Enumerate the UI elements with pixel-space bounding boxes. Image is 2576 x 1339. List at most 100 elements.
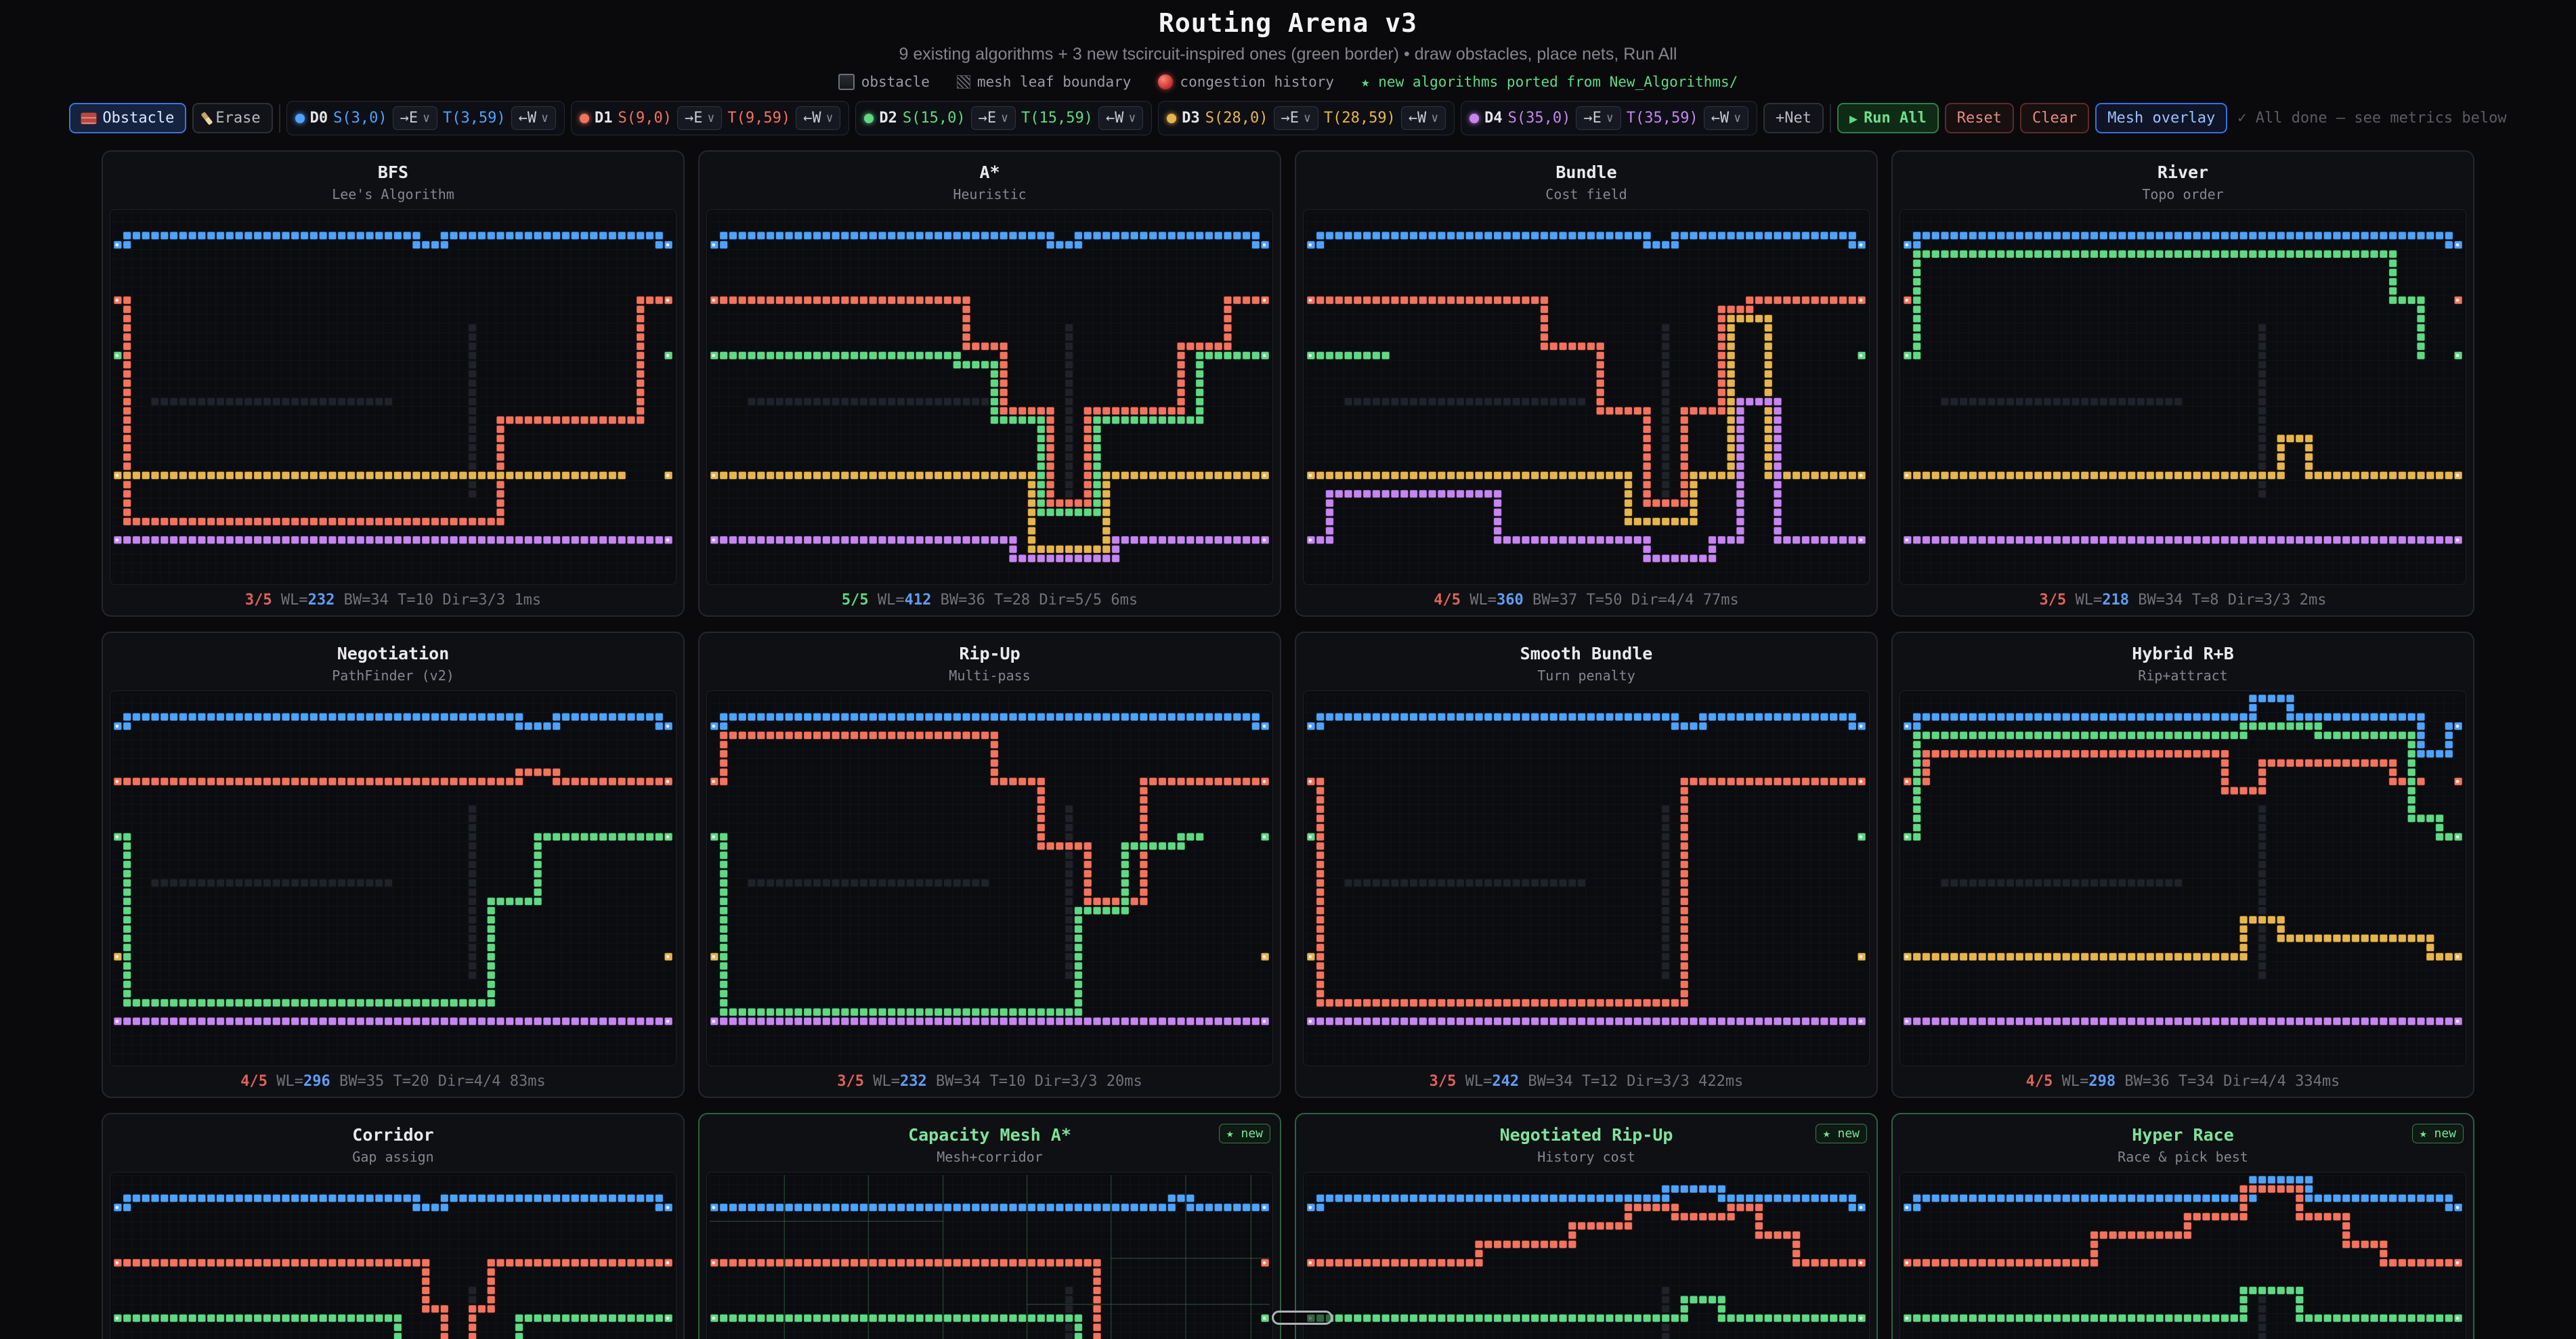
routing-grid-svg xyxy=(710,213,1270,581)
routing-grid-canvas[interactable] xyxy=(1303,1172,1870,1339)
panel-subtitle: Topo order xyxy=(2142,186,2224,202)
legend-new-note: ★ new algorithms ported from New_Algorit… xyxy=(1361,74,1738,90)
panel-stats: 3/5 WL=218 BW=34 T=8 Dir=3/3 2ms xyxy=(1899,585,2466,610)
algorithm-panel: Hybrid R+B Rip+attract 4/5 WL=298 BW=36 … xyxy=(1891,632,2474,1098)
routing-grid-canvas[interactable] xyxy=(1899,1172,2466,1339)
algorithm-panel: A* Heuristic 5/5 WL=412 BW=36 T=28 Dir=5… xyxy=(698,150,1281,617)
routing-grid-canvas[interactable] xyxy=(1303,690,1870,1066)
panel-subtitle: PathFinder (v2) xyxy=(332,667,454,684)
net-start-label: S(9,0) xyxy=(618,110,672,127)
panel-subtitle: History cost xyxy=(1537,1149,1635,1165)
panel-stats: 4/5 WL=296 BW=35 T=20 Dir=4/4 83ms xyxy=(110,1066,677,1091)
routed-count: 4/5 xyxy=(1434,592,1461,609)
wl-metric: WL=298 xyxy=(2061,1073,2116,1090)
run-status-text: ✓ All done — see metrics below xyxy=(2237,110,2507,127)
legend-bar: obstacle mesh leaf boundary congestion h… xyxy=(0,74,2576,90)
clear-button[interactable]: Clear xyxy=(2020,103,2090,133)
net-id-label: D0 xyxy=(309,110,328,127)
panel-header: A* Heuristic xyxy=(706,156,1273,209)
routing-grid-canvas[interactable] xyxy=(706,690,1273,1066)
net-target-dir-select[interactable]: ←W ∨ xyxy=(1703,106,1749,130)
chevron-down-icon: ∨ xyxy=(1001,111,1008,125)
algorithm-panel: Corridor Gap assign xyxy=(102,1113,685,1339)
net-start-dir-select[interactable]: →E ∨ xyxy=(970,106,1016,130)
other-metrics: BW=34 T=12 Dir=3/3 422ms xyxy=(1528,1073,1744,1090)
obstacle-tool-button[interactable]: Obstacle xyxy=(69,103,187,133)
erase-tool-button[interactable]: Erase xyxy=(192,103,273,133)
wl-metric: WL=360 xyxy=(1469,592,1524,609)
net-start-dir-select[interactable]: →E ∨ xyxy=(1273,106,1318,130)
routing-grid-svg xyxy=(113,694,673,1063)
panel-stats: 3/5 WL=232 BW=34 T=10 Dir=3/3 1ms xyxy=(110,585,677,610)
net-start-dir-value: →E xyxy=(400,110,418,127)
scrollbar-thumb[interactable] xyxy=(1272,1311,1333,1325)
mesh-overlay-label: Mesh overlay xyxy=(2107,110,2216,127)
routed-count: 4/5 xyxy=(240,1073,268,1090)
algorithm-panel: Hyper Race Race & pick best ★ new xyxy=(1891,1113,2474,1339)
panel-title: Rip-Up xyxy=(959,644,1021,663)
net-start-dir-select[interactable]: →E ∨ xyxy=(392,106,437,130)
net-start-dir-value: →E xyxy=(978,110,997,127)
wl-metric: WL=232 xyxy=(873,1073,927,1090)
net-target-dir-value: ←W xyxy=(1105,110,1124,127)
legend-mesh-label: mesh leaf boundary xyxy=(976,74,1132,90)
algorithm-panel: River Topo order 3/5 WL=218 BW=34 T=8 Di… xyxy=(1891,150,2474,617)
routing-grid-canvas[interactable] xyxy=(706,209,1273,585)
toolbar-separator xyxy=(1830,104,1832,133)
net-target-dir-select[interactable]: ←W ∨ xyxy=(511,106,557,130)
obstacle-swatch-icon xyxy=(838,74,855,90)
obstacle-tool-label: Obstacle xyxy=(102,110,175,127)
wl-metric: WL=296 xyxy=(276,1073,330,1090)
net-target-dir-value: ←W xyxy=(518,110,537,127)
add-net-button[interactable]: +Net xyxy=(1763,103,1824,133)
net-start-dir-value: →E xyxy=(1281,110,1300,127)
routing-grid-canvas[interactable] xyxy=(110,209,677,585)
net-id-label: D3 xyxy=(1182,110,1200,127)
net-target-dir-select[interactable]: ←W ∨ xyxy=(1400,106,1446,130)
routed-count: 3/5 xyxy=(244,592,272,609)
panel-header: Corridor Gap assign xyxy=(110,1118,677,1172)
congestion-dot-icon xyxy=(1158,74,1174,89)
net-start-dir-select[interactable]: →E ∨ xyxy=(1576,106,1621,130)
new-badge: ★ new xyxy=(1218,1124,1270,1143)
net-target-dir-select[interactable]: ←W ∨ xyxy=(796,106,841,130)
panel-stats: 5/5 WL=412 BW=36 T=28 Dir=5/5 6ms xyxy=(706,585,1273,610)
panel-header: Negotiated Rip-Up History cost ★ new xyxy=(1303,1118,1870,1172)
algorithm-panel: Capacity Mesh A* Mesh+corridor ★ new xyxy=(698,1113,1281,1339)
routing-grid-svg xyxy=(113,1175,673,1339)
routing-grid-svg xyxy=(1306,1175,1866,1339)
net-start-dir-select[interactable]: →E ∨ xyxy=(677,106,723,130)
net-id-label: D4 xyxy=(1484,110,1503,127)
net-target-label: T(3,59) xyxy=(442,110,506,127)
routing-grid-canvas[interactable] xyxy=(706,1172,1273,1339)
routing-grid-canvas[interactable] xyxy=(1899,209,2466,585)
net-target-dir-value: ←W xyxy=(803,110,821,127)
run-all-button[interactable]: ▶ Run All xyxy=(1837,103,1939,133)
other-metrics: BW=36 T=34 Dir=4/4 334ms xyxy=(2124,1073,2340,1090)
net-target-dir-value: ←W xyxy=(1408,110,1427,127)
chevron-down-icon: ∨ xyxy=(541,111,549,125)
net-color-dot xyxy=(1469,113,1480,123)
routing-grid-canvas[interactable] xyxy=(110,690,677,1066)
page-header: Routing Arena v3 9 existing algorithms +… xyxy=(0,0,2576,90)
other-metrics: BW=36 T=28 Dir=5/5 6ms xyxy=(940,592,1138,609)
reset-label: Reset xyxy=(1956,110,2002,127)
toolbar-separator xyxy=(278,104,280,133)
routing-grid-svg xyxy=(1306,213,1866,581)
reset-button[interactable]: Reset xyxy=(1944,103,2015,133)
chevron-down-icon: ∨ xyxy=(1734,111,1742,125)
panel-header: BFS Lee's Algorithm xyxy=(110,156,677,209)
routing-grid-canvas[interactable] xyxy=(1303,209,1870,585)
routing-grid-canvas[interactable] xyxy=(110,1172,677,1339)
net-target-dir-select[interactable]: ←W ∨ xyxy=(1098,106,1144,130)
routing-grid-canvas[interactable] xyxy=(1899,690,2466,1066)
net-id-label: D2 xyxy=(879,110,897,127)
routing-grid-svg xyxy=(113,213,673,581)
panel-header: Smooth Bundle Turn penalty xyxy=(1303,637,1870,690)
panel-header: Bundle Cost field xyxy=(1303,156,1870,209)
panel-stats: 3/5 WL=242 BW=34 T=12 Dir=3/3 422ms xyxy=(1303,1066,1870,1091)
wl-metric: WL=218 xyxy=(2075,592,2130,609)
panel-subtitle: Multi-pass xyxy=(949,667,1031,684)
mesh-overlay-toggle[interactable]: Mesh overlay xyxy=(2095,103,2228,133)
net-start-label: S(35,0) xyxy=(1507,110,1571,127)
